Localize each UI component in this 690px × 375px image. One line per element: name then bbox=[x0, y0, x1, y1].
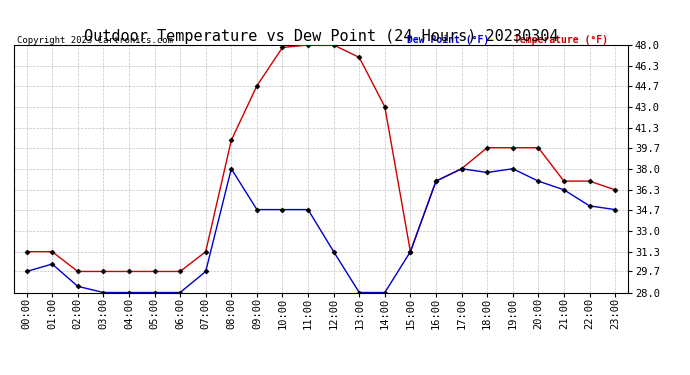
Text: Temperature (°F): Temperature (°F) bbox=[514, 34, 609, 45]
Text: Dew Point (°F): Dew Point (°F) bbox=[407, 34, 489, 45]
Title: Outdoor Temperature vs Dew Point (24 Hours) 20230304: Outdoor Temperature vs Dew Point (24 Hou… bbox=[83, 29, 558, 44]
Text: Copyright 2023 Cartronics.com: Copyright 2023 Cartronics.com bbox=[17, 36, 172, 45]
